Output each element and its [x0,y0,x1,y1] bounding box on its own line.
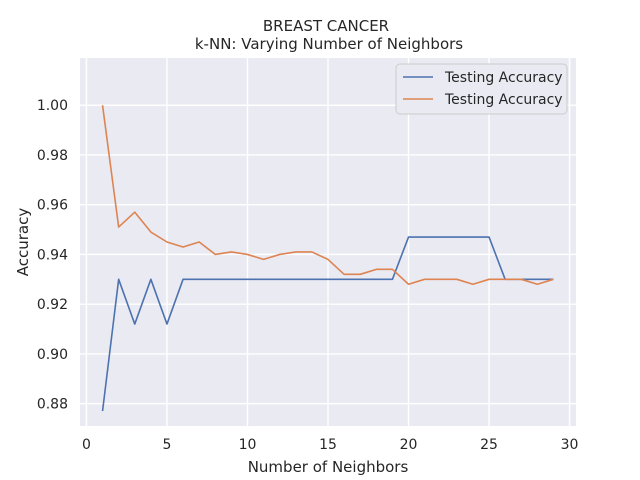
x-tick-label-2: 10 [239,437,257,453]
x-tick-label-5: 25 [480,437,498,453]
x-tick-label-4: 20 [400,437,418,453]
x-tick-label-1: 5 [163,437,172,453]
y-tick-label-4: 0.96 [37,198,68,214]
y-tick-label-0: 0.88 [37,397,68,413]
series-line-0 [101,236,554,412]
y-axis-label: Accuracy [14,208,32,277]
x-axis-label: Number of Neighbors [248,458,409,476]
y-tick-label-5: 0.98 [37,148,68,164]
chart-title: BREAST CANCER [263,17,389,35]
x-tick-label-3: 15 [319,437,337,453]
series-line-1 [101,105,554,286]
tick-labels: 0 5 10 15 20 25 30 0.88 0.90 0.92 0.94 0.96 0.98 1.00 [37,98,579,453]
y-tick-label-1: 0.90 [37,347,68,363]
x-tick-label-6: 30 [561,437,579,453]
chart-subtitle: k-NN: Varying Number of Neighbors [195,35,463,53]
legend-label-0: Testing Accuracy [444,70,563,86]
grid [80,58,576,426]
legend-box [395,63,568,115]
legend-label-1: Testing Accuracy [444,92,563,108]
x-tick-label-0: 0 [82,437,91,453]
series-lines [101,105,554,412]
y-tick-label-2: 0.92 [37,297,68,313]
y-tick-label-6: 1.00 [37,98,68,114]
y-tick-label-3: 0.94 [37,247,68,263]
legend: Testing Accuracy Testing Accuracy [395,63,568,115]
